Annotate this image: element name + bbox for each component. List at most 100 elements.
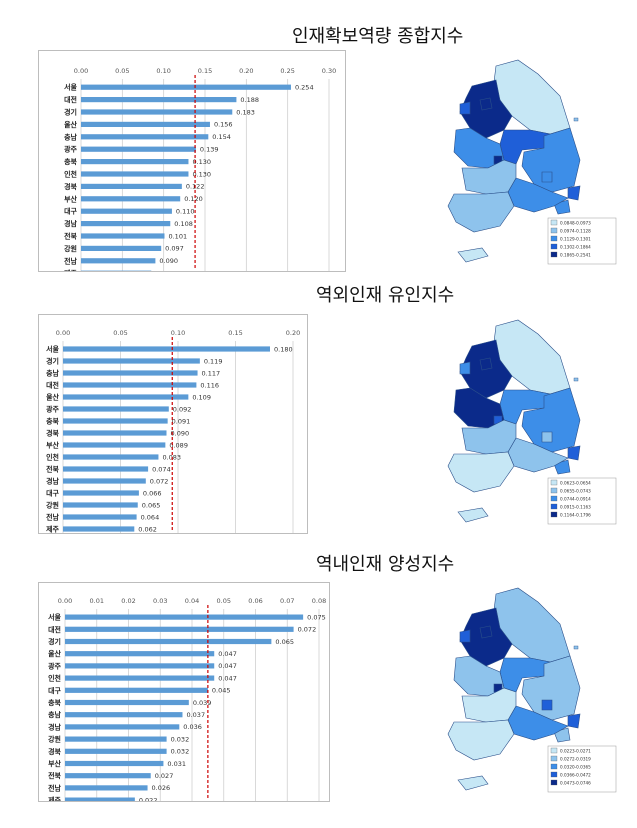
legend-label: 0.0223-0.0271 xyxy=(560,749,591,754)
bar-value-label: 0.045 xyxy=(212,687,231,695)
map-region-jeonnam xyxy=(447,451,515,493)
legend-label: 0.1865-0.2541 xyxy=(560,253,591,258)
bar-value-label: 0.119 xyxy=(204,357,223,365)
bar-value-label: 0.091 xyxy=(172,417,191,425)
x-tick-label: 0.20 xyxy=(286,329,300,337)
map-island xyxy=(573,645,579,650)
bar-value-label: 0.031 xyxy=(167,760,186,768)
category-label: 전남 xyxy=(48,783,61,792)
category-label: 경북 xyxy=(64,182,77,191)
category-label: 울산 xyxy=(48,649,61,658)
legend-swatch xyxy=(550,495,558,502)
map-region-jeonnam xyxy=(447,191,515,233)
x-tick-label: 0.04 xyxy=(185,597,199,605)
bar xyxy=(65,687,208,693)
category-label: 광주 xyxy=(64,145,77,154)
bar-value-label: 0.130 xyxy=(192,158,211,166)
bar xyxy=(65,736,167,742)
bar-value-label: 0.075 xyxy=(307,613,326,621)
bar xyxy=(65,675,215,681)
map-region-seoul xyxy=(479,97,493,111)
x-tick-label: 0.30 xyxy=(322,67,336,75)
map-region-jeonbuk xyxy=(461,687,517,723)
map-region-jeju xyxy=(457,775,489,791)
category-label: 인천 xyxy=(46,453,59,462)
bar xyxy=(63,346,270,352)
bar xyxy=(81,183,182,189)
bar-value-label: 0.039 xyxy=(193,699,212,707)
category-label: 부산 xyxy=(64,194,77,203)
bar xyxy=(65,773,151,779)
bar xyxy=(65,760,164,767)
category-label: 충북 xyxy=(48,698,61,707)
bar xyxy=(63,502,138,508)
bar-value-label: 0.065 xyxy=(275,638,294,646)
legend-swatch xyxy=(550,771,558,778)
legend-label: 0.0744-0.0914 xyxy=(560,497,591,502)
category-label: 충북 xyxy=(46,417,59,426)
legend-label: 0.0848-0.0973 xyxy=(560,221,591,226)
category-label: 대구 xyxy=(46,489,59,498)
bar xyxy=(63,526,135,532)
category-label: 제주 xyxy=(64,269,77,271)
bar-chart-2: 0.00 0.05 0.10 0.15 0.20 서울 0.180 경기 0.119 충남 0.11… xyxy=(38,314,308,534)
category-label: 경북 xyxy=(46,429,59,438)
category-label: 서울 xyxy=(48,613,61,622)
category-label: 충남 xyxy=(46,369,59,378)
map-region-jeju xyxy=(457,247,489,263)
x-tick-label: 0.03 xyxy=(153,597,167,605)
korea-map-2: 0.0623-0.0654 0.0655-0.0743 0.0744-0.0914 0… xyxy=(447,319,617,525)
bar xyxy=(65,638,272,645)
map-legend xyxy=(547,477,617,525)
bar-value-label: 0.090 xyxy=(159,257,178,265)
legend-swatch xyxy=(550,219,558,226)
bar xyxy=(65,785,148,791)
bar xyxy=(63,382,197,388)
legend-label: 0.1164-0.1796 xyxy=(560,513,591,518)
bar-value-label: 0.108 xyxy=(174,220,193,228)
category-label: 서울 xyxy=(46,345,59,354)
category-label: 인천 xyxy=(48,674,61,683)
map-region-incheon xyxy=(459,101,471,115)
map-region-incheon xyxy=(459,629,471,643)
bar-value-label: 0.188 xyxy=(240,96,259,104)
legend-label: 0.0623-0.0654 xyxy=(560,481,591,486)
bar xyxy=(63,490,139,496)
bar-value-label: 0.254 xyxy=(295,84,314,92)
bar-value-label: 0.047 xyxy=(218,674,237,682)
bar-value-label: 0.026 xyxy=(152,784,171,792)
category-label: 강원 xyxy=(64,244,77,253)
category-label: 부산 xyxy=(48,759,61,768)
bar xyxy=(63,418,168,424)
bar xyxy=(63,370,198,376)
legend-label: 0.0473-0.0746 xyxy=(560,781,591,786)
bar-value-label: 0.085 xyxy=(155,270,174,272)
map-region-jeonbuk xyxy=(461,159,517,195)
legend-label: 0.1302-0.1864 xyxy=(560,245,591,250)
category-label: 강원 xyxy=(46,501,59,510)
bar-value-label: 0.116 xyxy=(200,381,219,389)
bar xyxy=(81,84,291,90)
legend-label: 0.0272-0.0319 xyxy=(560,757,591,762)
map-region-seoul xyxy=(479,357,493,371)
category-label: 전북 xyxy=(46,465,59,474)
bar xyxy=(63,394,189,400)
bar-value-label: 0.037 xyxy=(186,711,205,719)
map-region-incheon xyxy=(459,361,471,375)
bar-value-label: 0.109 xyxy=(192,393,211,401)
category-label: 경남 xyxy=(64,219,77,228)
korea-map-3: 0.0223-0.0271 0.0272-0.0319 0.0320-0.0365 0… xyxy=(447,587,617,793)
bar-value-label: 0.180 xyxy=(274,345,293,353)
category-label: 전남 xyxy=(64,256,77,265)
category-label: 부산 xyxy=(46,441,59,450)
bar xyxy=(81,258,156,264)
category-label: 제주 xyxy=(46,525,59,534)
map-region-jeonnam xyxy=(447,719,515,761)
bar-value-label: 0.110 xyxy=(176,208,195,216)
category-label: 경북 xyxy=(48,747,61,756)
x-tick-label: 0.00 xyxy=(74,67,88,75)
bar xyxy=(65,651,215,657)
category-label: 울산 xyxy=(64,120,77,129)
bar-value-label: 0.183 xyxy=(236,108,255,116)
bar-value-label: 0.156 xyxy=(214,121,233,129)
